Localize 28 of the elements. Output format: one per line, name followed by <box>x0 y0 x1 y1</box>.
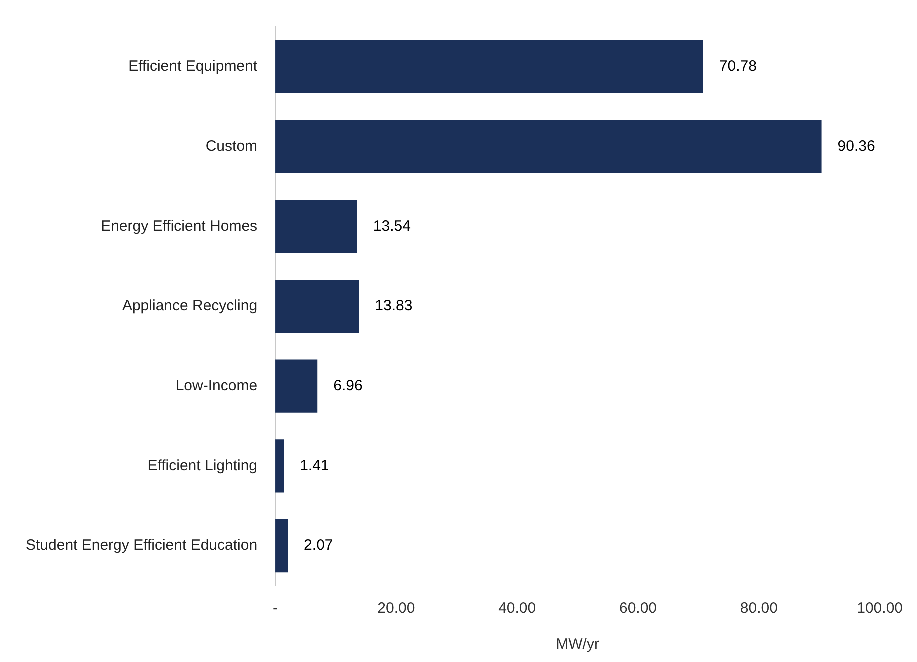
data-label: 6.96 <box>334 378 363 394</box>
data-label: 2.07 <box>304 537 334 554</box>
y-tick-label: Energy Efficient Homes <box>101 218 258 235</box>
x-axis-title: MW/yr <box>556 636 600 654</box>
bar <box>276 440 284 493</box>
x-tick-label: 100.00 <box>857 600 904 618</box>
y-tick-label: Efficient Equipment <box>128 58 258 76</box>
x-tick-label: 60.00 <box>619 600 658 618</box>
data-label: 90.36 <box>838 138 876 155</box>
data-label: 13.54 <box>373 218 411 235</box>
bar <box>276 40 704 94</box>
x-tick-label: 20.00 <box>378 600 416 618</box>
y-tick-label: Custom <box>206 138 258 155</box>
data-label: 13.83 <box>375 298 413 315</box>
bar <box>276 280 360 334</box>
bar <box>276 520 288 573</box>
x-tick-label: 40.00 <box>498 600 536 618</box>
y-tick-label: Appliance Recycling <box>122 298 258 315</box>
y-tick-label: Low-Income <box>176 378 258 394</box>
bar <box>276 360 318 413</box>
y-tick-label: Student Energy Efficient Education <box>26 537 258 554</box>
x-tick-label: - <box>273 600 278 618</box>
data-label: 1.41 <box>300 457 330 474</box>
y-tick-label: Efficient Lighting <box>148 457 258 474</box>
bar <box>276 120 822 174</box>
x-tick-label: 80.00 <box>740 600 778 618</box>
data-label: 70.78 <box>719 58 757 76</box>
bar <box>276 200 358 254</box>
